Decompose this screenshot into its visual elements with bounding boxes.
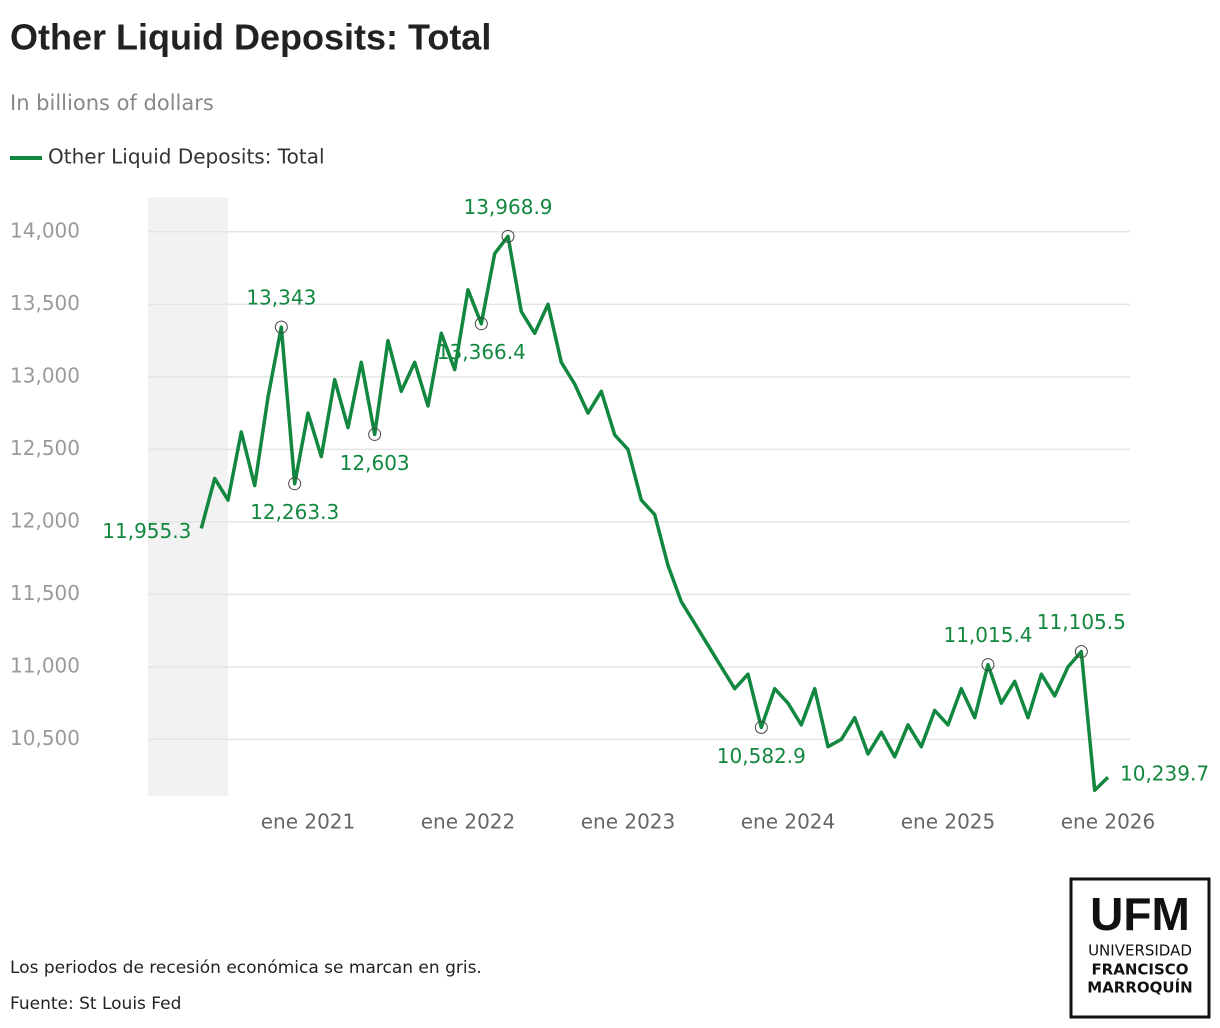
logo-line: MARROQUÍN [1087,978,1192,997]
data-point [981,658,995,672]
x-tick-label: ene 2026 [1061,810,1156,834]
legend-label: Other Liquid Deposits: Total [48,145,325,169]
chart-subtitle: In billions of dollars [10,91,214,115]
y-tick-label: 12,000 [10,508,80,532]
data-label: 13,968.9 [463,195,552,219]
data-point [274,320,288,334]
x-tick-label: ene 2024 [741,810,836,834]
data-label: 11,015.4 [943,623,1032,647]
logo: UFM UNIVERSIDAD FRANCISCO MARROQUÍN [1069,877,1211,1019]
x-tick-label: ene 2021 [261,810,356,834]
data-point [368,427,382,441]
logo-frame [1069,877,1211,1019]
y-tick-label: 14,000 [10,218,80,242]
logo-name: UFM [1090,888,1190,940]
y-tick-label: 11,500 [10,581,80,605]
data-label: 10,239.7 [1120,762,1209,786]
logo-line: UNIVERSIDAD [1088,942,1192,960]
data-point [1074,645,1088,659]
data-label: 10,582.9 [717,744,806,768]
y-tick-label: 11,000 [10,653,80,677]
y-tick-label: 13,500 [10,291,80,315]
chart-title: Other Liquid Deposits: Total [10,17,491,58]
line [199,234,1110,792]
data-label: 13,343 [246,286,316,310]
data-label: 11,955.3 [102,519,191,543]
data-point [754,720,768,734]
x-tick-label: ene 2023 [581,810,676,834]
x-tick-label: ene 2022 [421,810,516,834]
x-tick-label: ene 2025 [901,810,996,834]
data-label: 11,105.5 [1037,610,1126,634]
recession-band [148,197,228,796]
data-label: 13,366.4 [437,340,526,364]
data-label: 12,263.3 [250,500,339,524]
y-tick-label: 12,500 [10,436,80,460]
logo-line: FRANCISCO [1091,961,1188,979]
source: Fuente: St Louis Fed [10,994,181,1014]
data-label: 12,603 [340,451,410,475]
note: Los periodos de recesión económica se ma… [10,958,482,978]
data-point [288,477,302,491]
data-point [501,229,515,243]
data-point [474,317,488,331]
y-tick-label: 13,000 [10,363,80,387]
y-tick-label: 10,500 [10,726,80,750]
